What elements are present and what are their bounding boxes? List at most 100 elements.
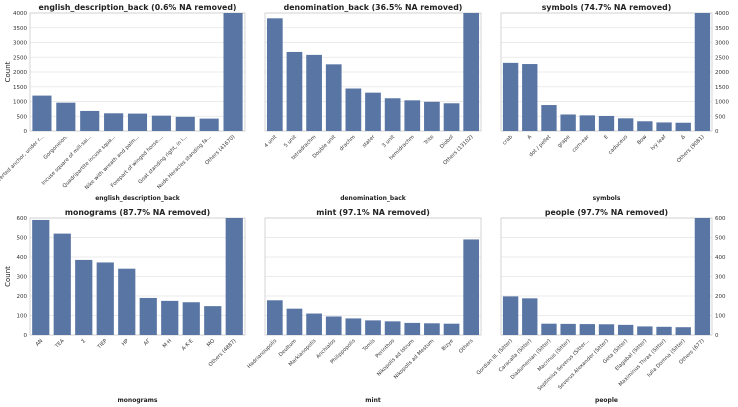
x-axis-label: mint: [365, 397, 381, 404]
x-tick-label: Ivy leaf: [650, 134, 668, 152]
chart-title: symbols (74.7% NA removed): [542, 3, 672, 12]
bar-1: [286, 308, 303, 335]
bar-3: [96, 262, 114, 335]
bar-0: [502, 296, 519, 335]
y-axis-label: Count: [4, 266, 12, 287]
chart-title: english_description_back (0.6% NA remove…: [39, 3, 237, 12]
y-tick-label: 300: [17, 275, 28, 281]
bar-9: [443, 323, 460, 335]
x-tick-label: Diobol: [439, 134, 455, 150]
bar-0: [32, 219, 50, 335]
bar-8: [656, 122, 672, 131]
bar-6: [384, 98, 401, 131]
y-tick-label: 200: [17, 294, 28, 300]
x-axis-label: symbols: [593, 195, 621, 202]
x-tick-label: TIEP: [96, 338, 109, 351]
bar-6: [161, 300, 179, 335]
bar-7: [404, 322, 421, 335]
bar-9: [675, 327, 691, 335]
bar-3: [104, 113, 124, 131]
x-tick-label: M·H: [162, 338, 173, 349]
y-tick-label: 3500: [13, 26, 27, 32]
x-tick-label: Nikopolis ad Istrum: [376, 338, 416, 378]
bar-6: [175, 116, 195, 131]
bar-10: [463, 239, 480, 335]
bar-1: [522, 298, 538, 335]
bar-2: [306, 54, 322, 131]
x-tick-label: Gordian III. (Sitter): [476, 338, 514, 376]
bar-7: [182, 302, 200, 335]
bar-5: [151, 115, 171, 131]
bar-5: [365, 92, 381, 131]
bar-3: [325, 316, 342, 335]
y-tick-label: 0: [24, 333, 28, 339]
x-tick-label: crab: [502, 134, 515, 147]
y-tick-label: 1500: [13, 85, 27, 91]
bar-8: [424, 323, 440, 335]
bar-0: [32, 95, 52, 131]
x-tick-label: TEA: [54, 338, 66, 350]
bar-9: [225, 218, 243, 335]
bar-4: [345, 88, 362, 131]
bar-5: [365, 320, 381, 335]
bar-0: [266, 300, 283, 335]
bar-2: [541, 323, 557, 335]
x-tick-label: Tomis: [361, 338, 377, 354]
y-tick-label: 0: [715, 129, 719, 135]
x-tick-label: 4 unit: [263, 134, 278, 149]
plot-frame: [29, 217, 246, 336]
y-tick-label: 3000: [13, 41, 27, 47]
x-tick-label: caduceus: [607, 134, 629, 156]
chart-panel-0: Inverted anchor, under r...Gorgoneion.In…: [0, 3, 246, 202]
bar-2: [541, 105, 557, 131]
bar-2: [75, 259, 93, 335]
x-tick-label: Goat standing right, in i...: [137, 134, 188, 185]
chart-title: monograms (87.7% NA removed): [65, 208, 210, 217]
bar-8: [424, 101, 440, 131]
y-tick-label: 600: [17, 216, 28, 222]
bar-7: [199, 118, 219, 131]
x-tick-label: Nikopolis ad Mestum: [393, 338, 435, 380]
bar-5: [598, 115, 615, 131]
y-tick-label: 400: [17, 255, 28, 261]
x-tick-label: Others: [458, 338, 475, 355]
x-axis-label: people: [595, 397, 618, 404]
x-tick-label: Σ: [81, 338, 88, 345]
bar-2: [80, 110, 100, 131]
y-tick-label: 0: [715, 333, 719, 339]
x-tick-label: Trite: [422, 134, 435, 147]
chart-title: mint (97.1% NA removed): [316, 208, 430, 217]
x-tick-label: HP: [121, 338, 130, 347]
x-tick-label: AN: [35, 338, 45, 348]
x-tick-label: stater: [361, 134, 377, 150]
bar-4: [579, 115, 595, 131]
bar-1: [522, 64, 538, 131]
bar-9: [443, 103, 460, 131]
bar-10: [463, 13, 480, 131]
bar-6: [384, 321, 401, 335]
y-tick-label: 2500: [13, 55, 27, 61]
bar-1: [53, 233, 71, 335]
y-axis-label: Count: [4, 61, 12, 82]
x-tick-label: 5 unit: [283, 134, 298, 149]
x-tick-label: Δ: [680, 134, 687, 141]
x-tick-label: AΓ: [143, 338, 152, 347]
bar-9: [675, 122, 691, 131]
bar-4: [345, 318, 362, 335]
y-tick-label: 600: [715, 216, 726, 222]
y-tick-label: 200: [715, 294, 726, 300]
bar-7: [637, 121, 653, 131]
bar-3: [560, 323, 576, 335]
bar-7: [637, 326, 653, 335]
bar-10: [694, 218, 711, 335]
y-tick-label: 1500: [715, 85, 729, 91]
x-tick-label: Hadrianoupolis: [246, 338, 278, 370]
chart-title: denomination_back (36.5% NA removed): [284, 3, 463, 12]
bar-1: [286, 51, 303, 131]
bar-5: [598, 324, 615, 335]
y-tick-label: 2000: [715, 70, 729, 76]
y-tick-label: 2500: [715, 55, 729, 61]
